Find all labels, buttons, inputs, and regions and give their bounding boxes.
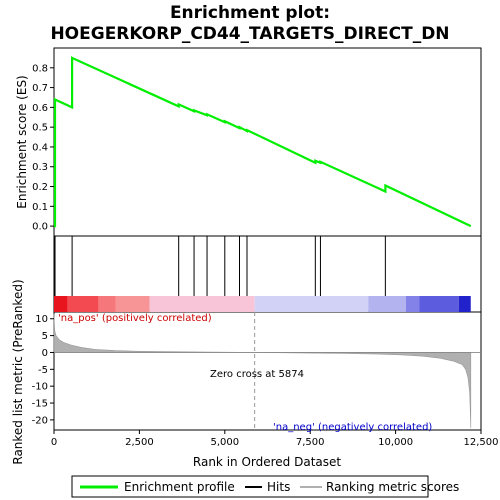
chart-title-line1: Enrichment plot: xyxy=(170,3,330,23)
heatmap-segment xyxy=(406,296,420,312)
heatmap-segment xyxy=(459,296,471,312)
rank-heatmap xyxy=(54,296,471,312)
heatmap-segment xyxy=(150,296,255,312)
rank-tick-label: -10 xyxy=(32,382,48,393)
heatmap-segment xyxy=(255,296,369,312)
es-ylabel: Enrichment score (ES) xyxy=(15,75,29,208)
heatmap-segment xyxy=(98,296,115,312)
heatmap-segment xyxy=(368,296,406,312)
heatmap-segment xyxy=(115,296,149,312)
es-axis: 0.0 0.1 0.2 0.3 0.4 0.5 0.6 0.7 0.8 xyxy=(32,63,54,232)
heatmap-segment xyxy=(420,296,459,312)
x-tick-label: 5,000 xyxy=(210,437,239,448)
es-tick-label: 0.6 xyxy=(32,103,48,114)
pos-label: 'na_pos' (positively correlated) xyxy=(58,313,212,324)
rank-axis: 10 5 0 -5 -10 -15 -20 xyxy=(32,314,54,426)
rank-tick-label: 0 xyxy=(42,348,48,359)
es-tick-label: 0.7 xyxy=(32,83,48,94)
rank-ylabel: Ranked list metric (PreRanked) xyxy=(11,279,25,464)
es-tick-label: 0.3 xyxy=(32,162,48,173)
rank-tick-label: 10 xyxy=(35,314,48,325)
legend-metric-label: Ranking metric scores xyxy=(326,480,459,494)
x-tick-label: 12,500 xyxy=(464,437,499,448)
zero-cross-label: Zero cross at 5874 xyxy=(210,369,304,380)
es-tick-label: 0.0 xyxy=(32,222,48,233)
rank-tick-label: -5 xyxy=(38,365,48,376)
es-tick-label: 0.2 xyxy=(32,182,48,193)
rank-tick-label: -15 xyxy=(32,399,48,410)
x-tick-label: 7,500 xyxy=(296,437,325,448)
es-tick-label: 0.5 xyxy=(32,123,48,134)
es-tick-label: 0.1 xyxy=(32,202,48,213)
legend-profile-label: Enrichment profile xyxy=(124,480,235,494)
legend: Enrichment profile Hits Ranking metric s… xyxy=(72,476,459,497)
es-tick-label: 0.8 xyxy=(32,63,48,74)
es-tick-label: 0.4 xyxy=(32,142,48,153)
legend-hits-label: Hits xyxy=(267,480,290,494)
neg-label: 'na_neg' (negatively correlated) xyxy=(273,422,432,433)
x-tick-label: 2,500 xyxy=(125,437,154,448)
x-tick-label: 0 xyxy=(51,437,57,448)
chart-title-line2: HOEGERKORP_CD44_TARGETS_DIRECT_DN xyxy=(50,24,449,44)
rank-tick-label: -20 xyxy=(32,415,48,426)
heatmap-segment xyxy=(68,296,99,312)
xlabel: Rank in Ordered Dataset xyxy=(193,455,341,469)
x-tick-label: 10,000 xyxy=(378,437,413,448)
es-panel xyxy=(54,48,481,236)
rank-tick-label: 5 xyxy=(42,331,48,342)
heatmap-segment xyxy=(54,296,68,312)
